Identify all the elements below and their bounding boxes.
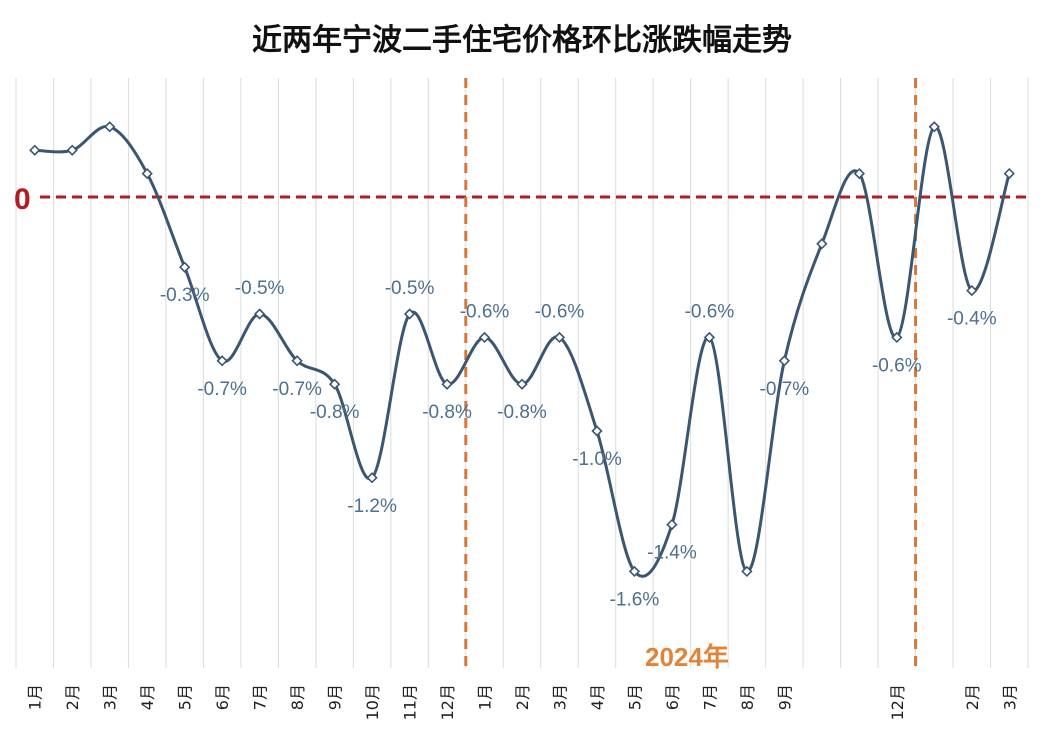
data-point xyxy=(853,167,865,180)
data-point xyxy=(891,331,903,344)
data-label: -1.6% xyxy=(610,589,660,610)
data-label: -0.6% xyxy=(460,301,510,322)
data-label: -0.8% xyxy=(497,402,547,423)
series-line xyxy=(34,125,1011,578)
data-point xyxy=(253,308,266,320)
x-tick-label: 2月 xyxy=(963,684,982,710)
data-label: -0.5% xyxy=(385,278,435,299)
data-points xyxy=(29,121,1015,578)
x-tick-label: 12月 xyxy=(438,684,457,720)
data-point xyxy=(328,378,341,390)
data-label: -1.2% xyxy=(347,496,397,517)
x-tick-label: 7月 xyxy=(700,684,719,710)
x-tick-label: 3月 xyxy=(101,684,120,710)
x-tick-label: 7月 xyxy=(251,684,270,710)
data-point xyxy=(553,331,566,344)
x-tick-label: 9月 xyxy=(775,684,794,710)
x-tick-label: 8月 xyxy=(738,684,757,710)
data-label: -0.3% xyxy=(160,285,210,306)
year-separators xyxy=(464,78,918,668)
data-point xyxy=(966,284,978,297)
data-point xyxy=(104,121,116,133)
data-point xyxy=(441,378,453,390)
data-label: -0.6% xyxy=(535,301,585,322)
data-point xyxy=(928,121,940,133)
x-tick-label: 4月 xyxy=(588,684,607,710)
data-point xyxy=(291,355,303,367)
data-point xyxy=(703,331,716,344)
data-label: -0.7% xyxy=(760,379,810,400)
data-labels: -0.3%-0.7%-0.5%-0.7%-0.8%-1.2%-0.5%-0.8%… xyxy=(160,278,997,610)
data-label: -1.4% xyxy=(647,543,697,564)
x-tick-label: 10月 xyxy=(363,684,382,720)
data-point xyxy=(666,518,678,531)
x-tick-label: 6月 xyxy=(663,684,682,710)
data-point xyxy=(478,331,491,344)
x-tick-labels: 1月 2月 3月 4月 5月 6月 7月 8月 9月 10月 11月 12月 1月 2月 3月 4月 5月 6月 7… xyxy=(26,684,1020,720)
x-tick-label: 6月 xyxy=(213,684,232,710)
x-tick-label: 1月 xyxy=(26,684,45,710)
data-label: -1.0% xyxy=(572,449,622,470)
data-label: -0.8% xyxy=(422,402,472,423)
x-tick-label: 8月 xyxy=(288,684,307,710)
data-point xyxy=(816,238,828,250)
data-point xyxy=(1003,167,1015,180)
data-label: -0.4% xyxy=(947,309,997,330)
x-tick-label: 1月 xyxy=(476,684,495,710)
data-point xyxy=(216,355,228,367)
year-marker-label: 2024年 xyxy=(645,642,729,672)
x-tick-label: 3月 xyxy=(1000,684,1019,710)
x-tick-label: 11月 xyxy=(401,684,420,720)
data-point xyxy=(628,565,641,578)
data-point xyxy=(179,261,191,273)
data-point xyxy=(66,144,78,156)
data-label: -0.6% xyxy=(872,355,922,376)
data-point xyxy=(778,355,791,367)
zero-label: 0 xyxy=(14,183,31,216)
data-point xyxy=(29,144,41,156)
x-tick-label: 2月 xyxy=(513,684,532,710)
data-label: -0.5% xyxy=(235,278,285,299)
data-point xyxy=(741,565,753,578)
data-point xyxy=(366,472,378,484)
data-point xyxy=(403,308,416,320)
x-tick-label: 3月 xyxy=(550,684,569,710)
x-tick-label: 12月 xyxy=(888,684,907,720)
data-label: -0.7% xyxy=(197,379,247,400)
data-point xyxy=(141,167,153,180)
data-point xyxy=(516,378,528,390)
chart-title: 近两年宁波二手住宅价格环比涨跌幅走势 xyxy=(252,23,792,58)
data-point xyxy=(591,425,603,437)
data-label: -0.8% xyxy=(310,402,360,423)
data-label: -0.6% xyxy=(685,301,735,322)
x-tick-label: 4月 xyxy=(138,684,157,710)
x-tick-label: 5月 xyxy=(625,684,644,710)
x-tick-label: 2月 xyxy=(63,684,82,710)
x-tick-label: 9月 xyxy=(326,684,345,710)
data-label: -0.7% xyxy=(272,379,322,400)
x-tick-label: 5月 xyxy=(176,684,195,710)
